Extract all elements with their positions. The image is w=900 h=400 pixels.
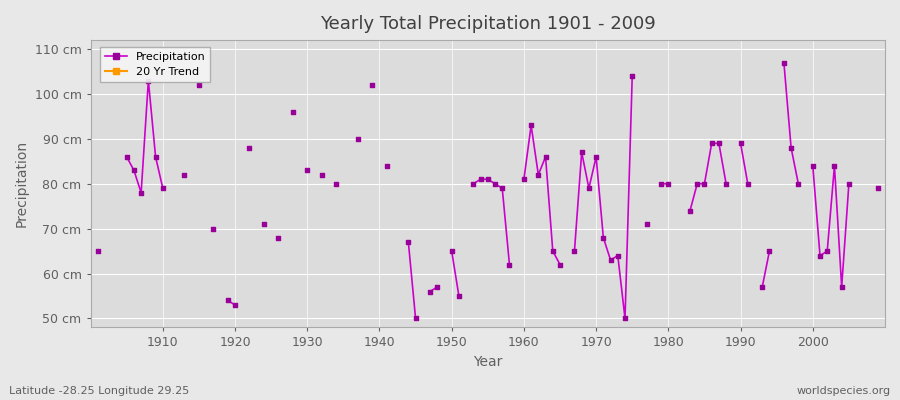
Point bbox=[242, 145, 256, 151]
Point bbox=[603, 257, 617, 263]
Point bbox=[365, 82, 380, 88]
Point bbox=[517, 176, 531, 182]
Point bbox=[820, 248, 834, 254]
Point bbox=[228, 302, 242, 308]
Point bbox=[423, 288, 437, 295]
Point bbox=[617, 315, 632, 322]
Point bbox=[683, 208, 698, 214]
Point bbox=[314, 172, 328, 178]
Point bbox=[481, 176, 495, 182]
Point bbox=[271, 234, 285, 241]
Point bbox=[120, 154, 134, 160]
Title: Yearly Total Precipitation 1901 - 2009: Yearly Total Precipitation 1901 - 2009 bbox=[320, 15, 656, 33]
Point bbox=[300, 167, 314, 174]
Point bbox=[524, 122, 538, 129]
Point bbox=[538, 154, 553, 160]
Point bbox=[141, 77, 156, 84]
Point bbox=[755, 284, 770, 290]
Point bbox=[719, 180, 733, 187]
Point bbox=[870, 185, 885, 192]
Point bbox=[842, 180, 856, 187]
X-axis label: Year: Year bbox=[473, 355, 502, 369]
Legend: Precipitation, 20 Yr Trend: Precipitation, 20 Yr Trend bbox=[100, 47, 210, 82]
Point bbox=[567, 248, 581, 254]
Point bbox=[640, 221, 654, 227]
Point bbox=[791, 180, 806, 187]
Point bbox=[156, 185, 170, 192]
Point bbox=[488, 180, 502, 187]
Text: worldspecies.org: worldspecies.org bbox=[796, 386, 891, 396]
Point bbox=[698, 180, 712, 187]
Point bbox=[834, 284, 849, 290]
Point bbox=[409, 315, 423, 322]
Y-axis label: Precipitation: Precipitation bbox=[15, 140, 29, 227]
Point bbox=[574, 149, 589, 156]
Point bbox=[495, 185, 509, 192]
Point bbox=[581, 185, 596, 192]
Point bbox=[127, 167, 141, 174]
Point bbox=[806, 163, 820, 169]
Point bbox=[712, 140, 726, 146]
Point bbox=[134, 190, 148, 196]
Point bbox=[177, 172, 192, 178]
Point bbox=[285, 109, 300, 115]
Point bbox=[466, 180, 481, 187]
Point bbox=[741, 180, 755, 187]
Point bbox=[192, 82, 206, 88]
Point bbox=[351, 136, 365, 142]
Point bbox=[654, 180, 669, 187]
Point bbox=[401, 239, 416, 245]
Point bbox=[445, 248, 459, 254]
Point bbox=[734, 140, 748, 146]
Point bbox=[473, 176, 488, 182]
Point bbox=[148, 154, 163, 160]
Point bbox=[690, 180, 705, 187]
Point bbox=[452, 293, 466, 299]
Point bbox=[762, 248, 777, 254]
Point bbox=[430, 284, 445, 290]
Point bbox=[545, 248, 560, 254]
Point bbox=[502, 261, 517, 268]
Point bbox=[380, 163, 394, 169]
Point bbox=[625, 73, 639, 79]
Point bbox=[328, 180, 343, 187]
Text: Latitude -28.25 Longitude 29.25: Latitude -28.25 Longitude 29.25 bbox=[9, 386, 189, 396]
Point bbox=[662, 180, 676, 187]
Point bbox=[784, 145, 798, 151]
Point bbox=[596, 234, 610, 241]
Point bbox=[531, 172, 545, 178]
Point bbox=[220, 297, 235, 304]
Point bbox=[813, 252, 827, 259]
Point bbox=[610, 252, 625, 259]
Point bbox=[206, 226, 220, 232]
Point bbox=[827, 163, 842, 169]
Point bbox=[589, 154, 603, 160]
Point bbox=[777, 59, 791, 66]
Point bbox=[91, 248, 105, 254]
Point bbox=[705, 140, 719, 146]
Point bbox=[256, 221, 271, 227]
Point bbox=[553, 261, 567, 268]
